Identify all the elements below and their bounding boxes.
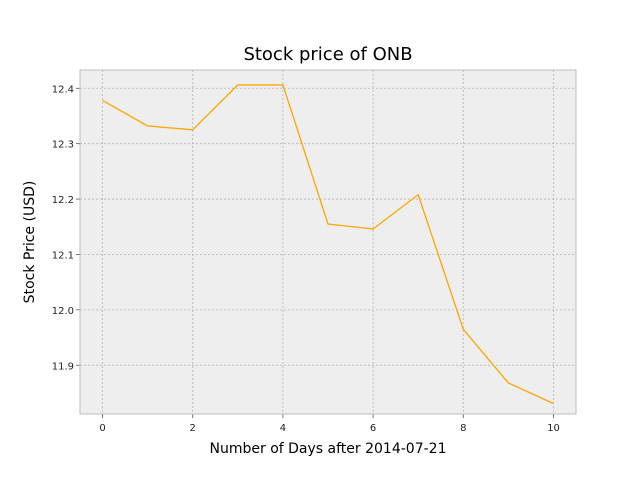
y-tick-label: 11.9 — [52, 361, 74, 372]
chart-title: Stock price of ONB — [243, 44, 412, 65]
plot-border — [79, 69, 577, 415]
y-tick-label: 12.0 — [52, 306, 74, 317]
x-tick-label: 8 — [460, 423, 466, 434]
x-tick-label: 2 — [190, 423, 196, 434]
y-tick-label: 12.1 — [52, 250, 74, 261]
x-axis-label: Number of Days after 2014-07-21 — [210, 441, 447, 457]
plot-area — [80, 70, 576, 414]
y-tick-label: 12.3 — [52, 140, 74, 151]
tick-labels: 0 2 4 6 8 10 11.9 12.0 12.1 12.2 12.3 12.4 — [52, 84, 560, 434]
x-tick-label: 0 — [99, 423, 105, 434]
x-tick-label: 10 — [547, 423, 560, 434]
x-tick-label: 6 — [370, 423, 376, 434]
series-layer — [102, 84, 554, 405]
y-tick-label: 12.4 — [52, 84, 74, 95]
y-axis-label: Stock Price (USD) — [22, 181, 38, 304]
x-tick-label: 4 — [280, 423, 286, 434]
y-tick-label: 12.2 — [52, 195, 74, 206]
